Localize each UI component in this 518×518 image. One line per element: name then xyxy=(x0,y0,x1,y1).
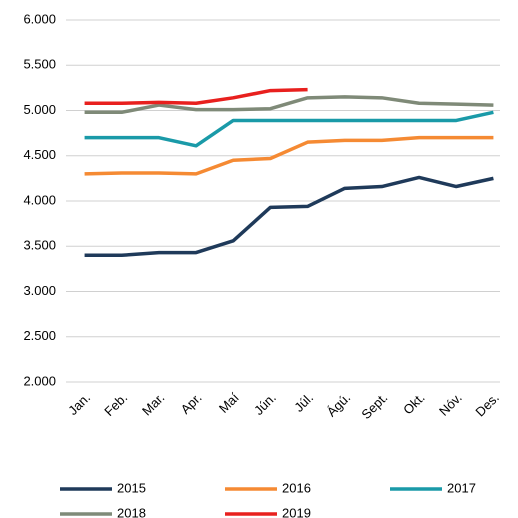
legend-label: 2019 xyxy=(282,505,311,518)
x-tick-label: Maí xyxy=(216,390,242,416)
x-tick-label: Ágú. xyxy=(324,390,354,420)
x-tick-label: Júl. xyxy=(291,390,316,415)
x-tick-label: Okt. xyxy=(400,390,427,417)
y-tick-label: 2.000 xyxy=(23,373,56,388)
series-line xyxy=(84,175,494,258)
y-tick-label: 3.000 xyxy=(23,283,56,298)
legend-label: 2017 xyxy=(447,480,476,495)
y-tick-label: 5.000 xyxy=(23,102,56,117)
series-line xyxy=(84,110,494,148)
y-tick-label: 2.500 xyxy=(23,328,56,343)
legend-label: 2018 xyxy=(117,505,146,518)
y-tick-label: 5.500 xyxy=(23,57,56,72)
x-tick-label: Des. xyxy=(472,390,502,420)
series-line xyxy=(84,87,308,106)
x-tick-label: Nóv. xyxy=(436,390,465,419)
y-tick-label: 4.000 xyxy=(23,192,56,207)
x-tick-label: Jún. xyxy=(251,390,279,418)
x-tick-label: Mar. xyxy=(139,390,167,418)
x-tick-label: Sept. xyxy=(358,390,390,422)
y-tick-label: 3.500 xyxy=(23,238,56,253)
x-tick-label: Feb. xyxy=(101,390,130,419)
x-tick-label: Apr. xyxy=(178,390,205,417)
x-tick-label: Jan. xyxy=(65,390,93,418)
legend-label: 2016 xyxy=(282,480,311,495)
y-tick-label: 6.000 xyxy=(23,11,56,26)
y-tick-label: 4.500 xyxy=(23,147,56,162)
series-line xyxy=(84,95,494,115)
series-line xyxy=(84,135,494,176)
legend-label: 2015 xyxy=(117,480,146,495)
